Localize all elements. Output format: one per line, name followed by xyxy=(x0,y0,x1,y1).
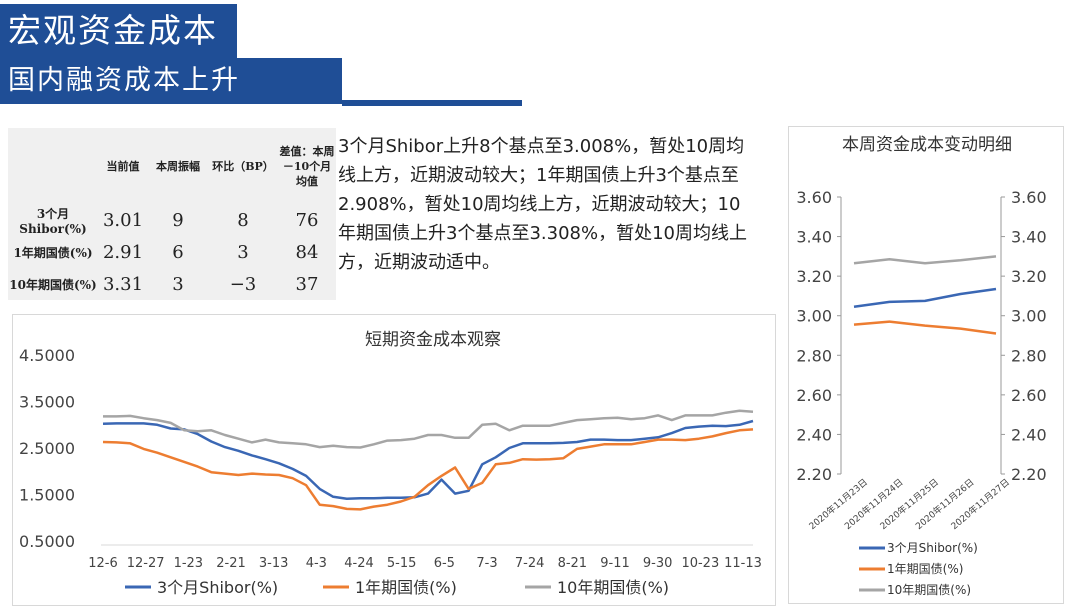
table-header-row: 当前值 本周振幅 环比（BP） 差值：本周－10个月均值 xyxy=(8,128,336,204)
x-tick-label: 2020年11月24日 xyxy=(842,476,905,532)
y-tick-label: 2.20 xyxy=(1011,465,1047,484)
chart-title: 本周资金成本变动明细 xyxy=(842,135,1012,155)
title-underline xyxy=(342,100,522,106)
table-cell: 3 xyxy=(208,236,278,268)
legend-label: 10年期国债(%) xyxy=(557,578,669,597)
table-header-cell: 当前值 xyxy=(98,128,148,204)
y-tick-label: 0.5000 xyxy=(19,532,75,551)
legend-label: 1年期国债(%) xyxy=(355,578,457,597)
x-tick-label: 7-3 xyxy=(476,556,497,571)
y-tick-label: 2.20 xyxy=(796,465,832,484)
table-row: 3个月Shibor(%) 3.01 9 8 76 xyxy=(8,204,336,236)
x-tick-label: 2020年11月23日 xyxy=(806,476,869,532)
table-cell: 2.91 xyxy=(98,236,148,268)
table-cell: 84 xyxy=(278,236,336,268)
y-tick-label: 3.20 xyxy=(796,267,832,286)
series-line xyxy=(102,428,754,511)
x-tick-label: 5-15 xyxy=(387,556,417,571)
y-tick-label: 2.80 xyxy=(796,346,832,365)
table-cell: 6 xyxy=(148,236,208,268)
x-tick-label: 2020年11月25日 xyxy=(877,476,940,532)
row-label: 3个月Shibor(%) xyxy=(8,204,98,236)
row-label: 10年期国债(%) xyxy=(8,268,98,300)
y-tick-label: 3.5000 xyxy=(19,393,75,412)
table-row: 1年期国债(%) 2.91 6 3 84 xyxy=(8,236,336,268)
series-line xyxy=(103,409,754,449)
summary-table: 当前值 本周振幅 环比（BP） 差值：本周－10个月均值 3个月Shibor(%… xyxy=(8,128,336,300)
y-tick-label: 3.40 xyxy=(796,228,832,247)
legend-label: 1年期国债(%) xyxy=(887,562,963,576)
legend-label: 10年期国债(%) xyxy=(887,583,971,597)
page-subtitle: 国内融资成本上升 xyxy=(0,58,342,104)
x-tick-label: 2020年11月26日 xyxy=(913,476,976,532)
x-tick-label: 11-13 xyxy=(724,556,762,571)
y-tick-label: 2.40 xyxy=(796,425,832,444)
x-tick-label: 10-23 xyxy=(681,556,719,571)
x-tick-label: 12-6 xyxy=(88,556,118,571)
series-line xyxy=(853,255,997,265)
table-cell: −3 xyxy=(208,268,278,300)
x-tick-label: 9-30 xyxy=(643,556,673,571)
series-line xyxy=(853,320,997,335)
x-tick-label: 9-11 xyxy=(600,556,630,571)
page-title: 宏观资金成本 xyxy=(0,4,237,58)
x-tick-label: 4-3 xyxy=(306,556,327,571)
table-header-cell: 环比（BP） xyxy=(208,128,278,204)
y-tick-label: 3.60 xyxy=(796,188,832,207)
y-tick-label: 4.5000 xyxy=(19,346,75,365)
table-header-cell: 差值：本周－10个月均值 xyxy=(278,128,336,204)
series-line xyxy=(102,419,754,500)
table-header-cell: 本周振幅 xyxy=(148,128,208,204)
table-cell: 37 xyxy=(278,268,336,300)
y-tick-label: 3.00 xyxy=(1011,307,1047,326)
weekly-chart: 本周资金成本变动明细 3.60 3.60 3.40 3.40 3.20 3.20 3.00 3.… xyxy=(788,126,1064,604)
row-label: 1年期国债(%) xyxy=(8,236,98,268)
table-cell: 76 xyxy=(278,204,336,236)
weekly-chart-svg: 本周资金成本变动明细 3.60 3.60 3.40 3.40 3.20 3.20 3.00 3.… xyxy=(796,135,1047,597)
y-tick-label: 1.5000 xyxy=(19,486,75,505)
short-term-chart: 短期资金成本观察 4.5000 3.5000 2.5000 1.5000 0.5000 12… xyxy=(12,314,776,606)
x-tick-label: 8-21 xyxy=(558,556,588,571)
x-tick-label: 12-27 xyxy=(127,556,165,571)
table-cell: 3.31 xyxy=(98,268,148,300)
legend-label: 3个月Shibor(%) xyxy=(887,541,978,555)
y-tick-label: 2.60 xyxy=(1011,386,1047,405)
y-tick-label: 2.40 xyxy=(1011,425,1047,444)
x-tick-label: 2020年11月27日 xyxy=(948,476,1011,532)
y-tick-label: 3.00 xyxy=(796,307,832,326)
description-text: 3个月Shibor上升8个基点至3.008%，暂处10周均线上方，近期波动较大；… xyxy=(338,136,747,273)
short-term-chart-svg: 短期资金成本观察 4.5000 3.5000 2.5000 1.5000 0.5000 12… xyxy=(19,330,762,597)
table-cell: 3.01 xyxy=(98,204,148,236)
table-cell: 9 xyxy=(148,204,208,236)
chart-title: 短期资金成本观察 xyxy=(365,330,501,350)
y-tick-label: 3.20 xyxy=(1011,267,1047,286)
x-tick-label: 6-5 xyxy=(434,556,455,571)
x-tick-label: 7-24 xyxy=(515,556,545,571)
x-tick-label: 3-13 xyxy=(259,556,289,571)
y-tick-label: 2.5000 xyxy=(19,439,75,458)
table-row: 10年期国债(%) 3.31 3 −3 37 xyxy=(8,268,336,300)
x-tick-label: 1-23 xyxy=(174,556,204,571)
y-tick-label: 2.80 xyxy=(1011,346,1047,365)
table-cell: 3 xyxy=(148,268,208,300)
y-tick-label: 3.60 xyxy=(1011,188,1047,207)
table-header-cell xyxy=(8,128,98,204)
y-tick-label: 2.60 xyxy=(796,386,832,405)
x-tick-label: 4-24 xyxy=(344,556,374,571)
x-tick-label: 2-21 xyxy=(216,556,246,571)
series-line xyxy=(853,287,997,309)
legend-label: 3个月Shibor(%) xyxy=(157,578,278,597)
table-cell: 8 xyxy=(208,204,278,236)
y-tick-label: 3.40 xyxy=(1011,228,1047,247)
